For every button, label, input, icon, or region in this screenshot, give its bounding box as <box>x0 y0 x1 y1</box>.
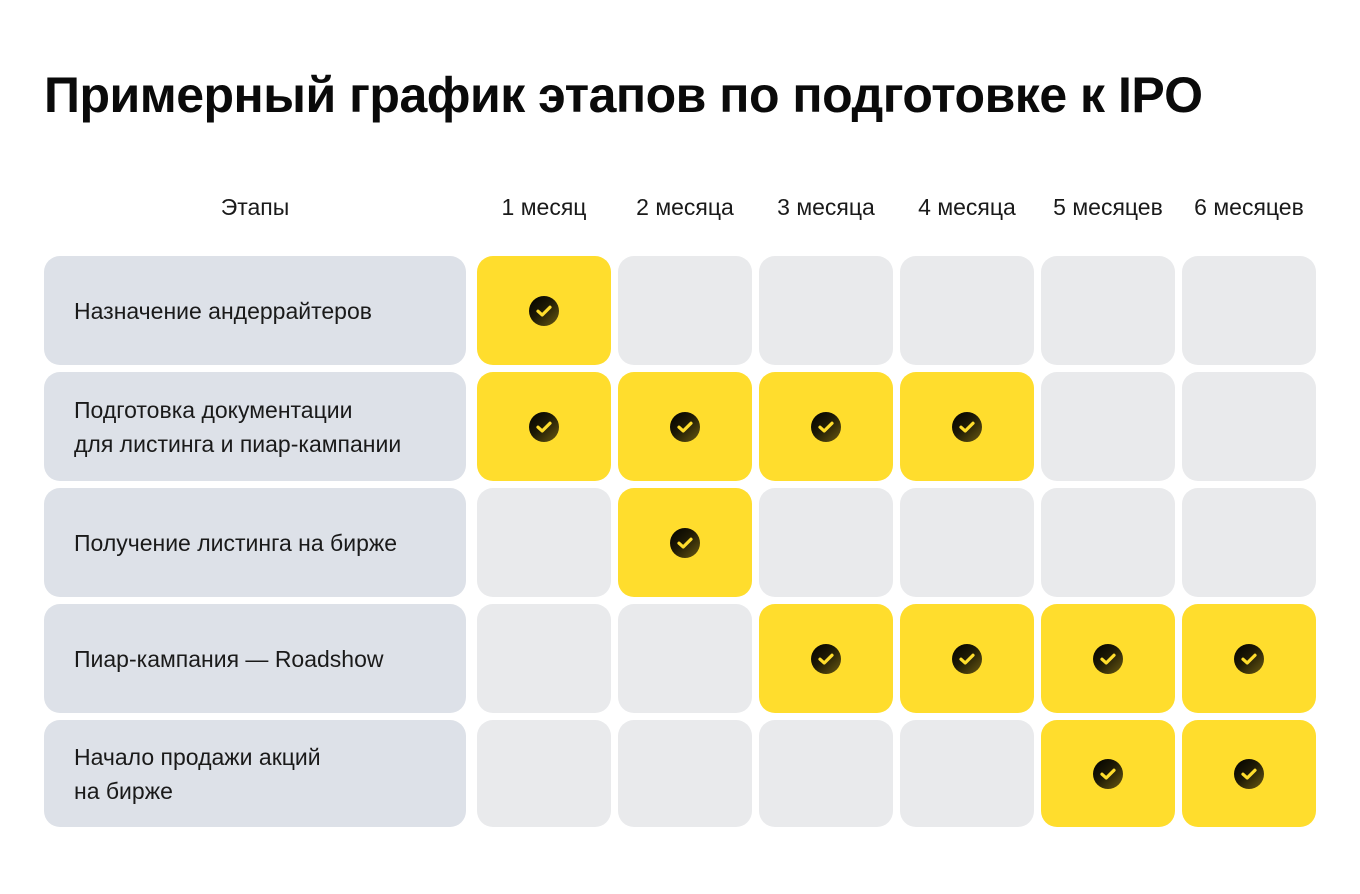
stage-label-line: Пиар-кампания — Roadshow <box>74 645 384 672</box>
schedule-cell-empty <box>900 488 1034 597</box>
schedule-cell-active <box>618 488 752 597</box>
schedule-cell-empty <box>900 256 1034 365</box>
schedule-cell-empty <box>759 720 893 827</box>
schedule-cell-active <box>1182 604 1316 713</box>
schedule-cell-active <box>900 604 1034 713</box>
schedule-cell-empty <box>1182 256 1316 365</box>
schedule-cell-empty <box>1041 256 1175 365</box>
stage-label-line: Назначение андеррайтеров <box>74 297 372 324</box>
schedule-cell-active <box>900 372 1034 481</box>
check-circle-icon <box>952 643 982 674</box>
check-circle-icon <box>529 295 559 326</box>
schedule-cell-empty <box>1041 372 1175 481</box>
schedule-cell-active <box>1041 720 1175 827</box>
schedule-cell-active <box>618 372 752 481</box>
header-month-5: 5 месяцев <box>1053 194 1163 220</box>
header-month-1: 1 месяц <box>501 194 587 220</box>
header-month-6: 6 месяцев <box>1194 194 1304 220</box>
header-month-3: 3 месяца <box>777 194 875 220</box>
schedule-cell-active <box>759 372 893 481</box>
check-circle-icon <box>1234 643 1264 674</box>
schedule-cell-empty <box>618 720 752 827</box>
schedule-cell-empty <box>1182 488 1316 597</box>
schedule-cell-active <box>1041 604 1175 713</box>
schedule-cell-empty <box>1041 488 1175 597</box>
check-circle-icon <box>670 527 700 558</box>
stage-label-line: на бирже <box>74 777 173 804</box>
stage-label-line: Подготовка документации <box>74 396 353 423</box>
header-month-4: 4 месяца <box>918 194 1016 220</box>
schedule-cell-empty <box>477 720 611 827</box>
schedule-cell-active <box>477 372 611 481</box>
check-circle-icon <box>1234 758 1264 789</box>
stage-label: Получение листинга на бирже <box>44 488 466 597</box>
schedule-cell-empty <box>1182 372 1316 481</box>
check-circle-icon <box>1093 643 1123 674</box>
schedule-cell-empty <box>477 488 611 597</box>
stage-label: Назначение андеррайтеров <box>44 256 466 365</box>
check-circle-icon <box>811 411 841 442</box>
check-circle-icon <box>529 411 559 442</box>
schedule-cell-empty <box>759 488 893 597</box>
stage-label-line: для листинга и пиар-кампании <box>74 430 402 457</box>
stage-label: Подготовка документации для листинга и пи… <box>44 372 466 481</box>
schedule-cell-empty <box>618 256 752 365</box>
stage-label-line: Начало продажи акций <box>74 743 321 770</box>
page-title: Примерный график этапов по подготовке к … <box>44 67 1203 123</box>
stage-label: Начало продажи акций на бирже <box>44 720 466 827</box>
stage-label-line: Получение листинга на бирже <box>74 529 398 556</box>
stage-label: Пиар-кампания — Roadshow <box>44 604 466 713</box>
schedule-cell-empty <box>900 720 1034 827</box>
header-stages: Этапы <box>220 194 290 220</box>
check-circle-icon <box>811 643 841 674</box>
schedule-cell-empty <box>759 256 893 365</box>
header-month-2: 2 месяца <box>636 194 734 220</box>
schedule-cell-active <box>477 256 611 365</box>
check-circle-icon <box>952 411 982 442</box>
schedule-cell-active <box>1182 720 1316 827</box>
check-circle-icon <box>1093 758 1123 789</box>
schedule-cell-empty <box>618 604 752 713</box>
check-circle-icon <box>670 411 700 442</box>
schedule-cell-empty <box>477 604 611 713</box>
schedule-cell-active <box>759 604 893 713</box>
